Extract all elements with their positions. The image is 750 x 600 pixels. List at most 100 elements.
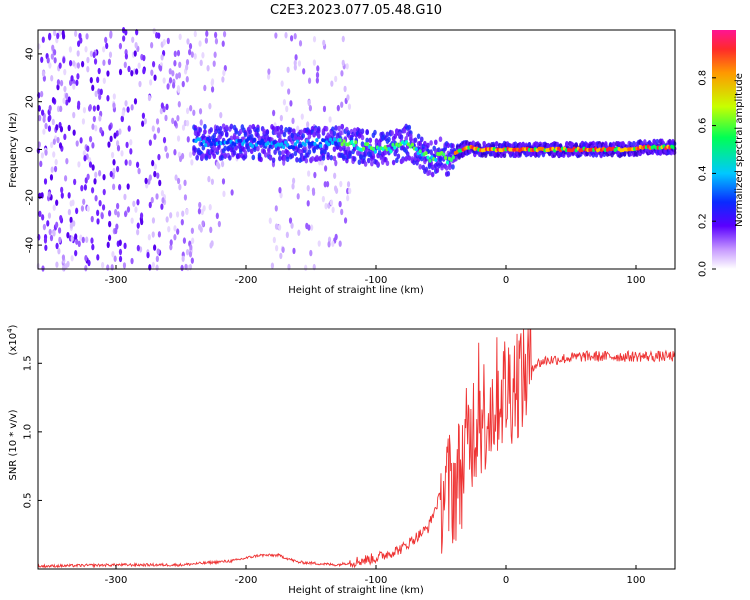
spectrogram-signal-halo xyxy=(471,140,476,146)
spectrogram-noise-cell xyxy=(41,70,46,77)
spectrogram-noise-cell xyxy=(98,170,102,177)
spectrogram-signal-halo xyxy=(203,129,207,135)
spectrogram-signal-halo xyxy=(370,160,374,167)
spectrogram-noise-cell xyxy=(279,192,283,199)
snr-panel: -300 -200 -100 0 100 0.5 1.0 1.5 Height of str… xyxy=(6,324,676,596)
spectrogram-signal-core xyxy=(428,158,432,163)
spectrogram-noise-cell xyxy=(185,64,189,71)
spectrogram-noise-cell xyxy=(65,92,69,100)
spectrogram-signal-halo xyxy=(284,127,288,133)
spectrogram-noise-cell xyxy=(74,233,78,240)
spectrogram-noise-cell xyxy=(56,32,60,40)
spectrogram-signal-halo xyxy=(248,128,252,135)
spectrogram-noise-cell xyxy=(213,51,217,58)
spectrogram-noise-cell xyxy=(86,173,90,180)
spectrogram-noise-cell xyxy=(55,261,59,268)
spectrogram-noise-cell xyxy=(279,114,283,122)
spectrogram-noise-cell xyxy=(72,129,76,136)
spectrogram-signal-core xyxy=(239,138,243,143)
spectrogram-signal-halo xyxy=(278,133,282,140)
spectrogram-signal-halo xyxy=(218,125,223,132)
spectrogram-noise-cell xyxy=(141,120,145,127)
spectrogram-signal-halo xyxy=(338,130,343,137)
spectrogram-noise-cell xyxy=(312,36,317,43)
spectrogram-signal-halo xyxy=(337,125,341,132)
spectrogram-noise-cell xyxy=(79,137,83,144)
spectrogram-noise-cell xyxy=(173,50,177,58)
spectrogram-noise-cell xyxy=(151,217,156,224)
spectrogram-signal-halo xyxy=(321,155,326,161)
spectrogram-noise-cell xyxy=(124,159,128,166)
spectrogram-noise-cell xyxy=(123,210,128,218)
spectrogram-noise-cell xyxy=(316,65,320,72)
spectrogram-signal-halo xyxy=(290,152,295,159)
spectrogram-signal-halo xyxy=(224,124,229,131)
spectrogram-noise-cell xyxy=(146,251,150,259)
spectrogram-signal-halo xyxy=(413,137,418,143)
spectrogram-noise-cell xyxy=(106,264,110,271)
spectrogram-noise-cell xyxy=(58,62,62,69)
spectrogram-signal-core xyxy=(280,142,284,147)
spectrogram-noise-cell xyxy=(40,90,44,98)
spectrogram-noise-cell xyxy=(134,206,138,213)
spectrogram-signal-halo xyxy=(438,136,443,143)
spectrogram-noise-cell xyxy=(38,114,42,122)
spectrogram-noise-cell xyxy=(58,142,63,149)
spectrogram-signal-halo xyxy=(655,138,660,145)
spectrogram-signal-halo xyxy=(346,130,351,136)
spectrogram-noise-cell xyxy=(181,124,186,131)
spectrogram-noise-cell xyxy=(222,69,226,77)
spectrogram-signal-halo xyxy=(373,129,377,136)
spectrogram-noise-cell xyxy=(63,133,67,141)
spectrogram-noise-cell xyxy=(97,67,101,75)
spectrogram-noise-cell xyxy=(94,90,98,98)
spectrogram-noise-cell xyxy=(72,60,76,67)
spectrogram-noise-cell xyxy=(188,251,193,258)
spectrogram-noise-cell xyxy=(189,105,193,112)
spectrogram-noise-cell xyxy=(193,30,197,38)
spectrogram-noise-cell xyxy=(306,121,310,128)
spectrogram-noise-cell xyxy=(135,161,140,168)
spectrogram-signal-core xyxy=(389,149,393,154)
spectrogram-signal-halo xyxy=(363,161,368,167)
spectrogram-noise-cell xyxy=(61,30,65,37)
spectrogram-signal-halo xyxy=(193,147,198,153)
spectrogram-noise-cell xyxy=(50,141,54,149)
spectrogram-noise-cell xyxy=(87,259,91,267)
spectrogram-noise-cell xyxy=(51,118,55,126)
spectrogram-noise-cell xyxy=(208,102,212,110)
spectrogram-signal-halo xyxy=(446,170,451,177)
spectrogram-noise-cell xyxy=(127,65,131,73)
spectrogram-noise-cell xyxy=(341,59,345,67)
spectrogram-noise-cell xyxy=(38,210,42,218)
spectrogram-noise-cell xyxy=(127,125,131,132)
spectrogram-noise-cell xyxy=(116,202,120,210)
spectrogram-noise-cell xyxy=(167,225,171,233)
spectrogram-signal-halo xyxy=(429,140,433,146)
spectrogram-signal-core xyxy=(424,151,428,156)
spectrogram-noise-cell xyxy=(151,125,155,132)
spectrogram-signal-halo xyxy=(402,127,407,134)
spectrogram-noise-cell xyxy=(302,68,306,75)
spectrogram-noise-cell xyxy=(275,244,279,252)
spectrogram-noise-cell xyxy=(292,177,296,185)
spectrogram-y-tick-label: -20 xyxy=(25,189,36,205)
spectrogram-noise-cell xyxy=(297,229,301,236)
spectrogram-signal-halo xyxy=(407,155,412,161)
spectrogram-noise-cell xyxy=(107,234,112,241)
spectrogram-noise-cell xyxy=(291,117,295,125)
spectrogram-noise-cell xyxy=(94,125,98,132)
spectrogram-noise-cell xyxy=(289,35,294,42)
spectrogram-noise-cell xyxy=(63,68,67,76)
spectrogram-signal-halo xyxy=(437,147,441,153)
spectrogram-noise-cell xyxy=(322,39,326,47)
spectrogram-signal-halo xyxy=(273,149,277,155)
spectrogram-noise-cell xyxy=(188,151,193,158)
spectrogram-noise-cell xyxy=(48,32,52,40)
spectrogram-noise-cell xyxy=(44,149,48,156)
spectrogram-noise-cell xyxy=(340,101,344,108)
spectrogram-noise-cell xyxy=(80,205,85,212)
spectrogram-noise-cell xyxy=(109,170,113,178)
spectrogram-signal-halo xyxy=(419,136,424,143)
spectrogram-signal-core xyxy=(204,143,208,148)
